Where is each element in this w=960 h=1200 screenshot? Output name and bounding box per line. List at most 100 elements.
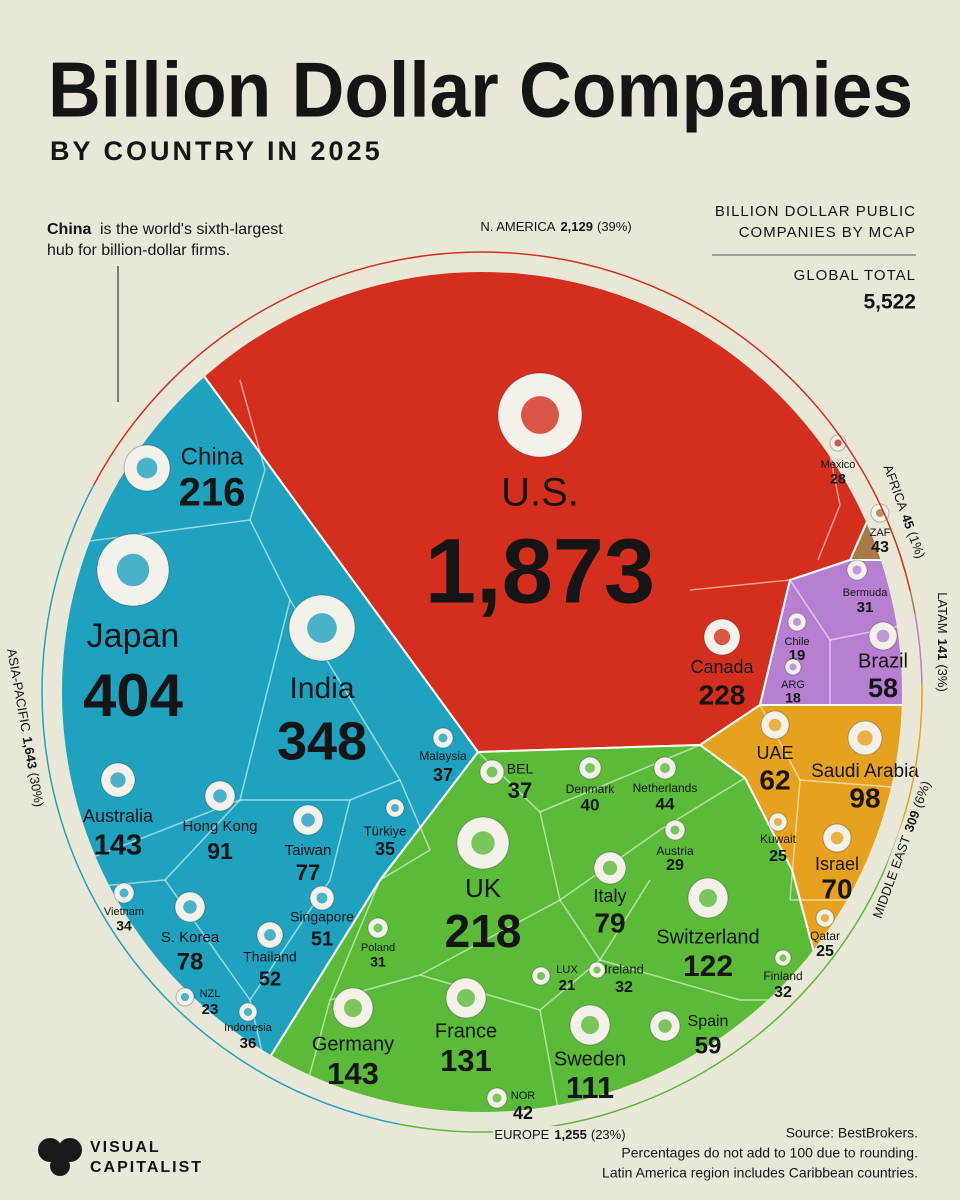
country-name: Thailand [243,949,297,965]
country-name: Singapore [290,909,354,925]
region-arc [398,835,899,1133]
total-label: GLOBAL TOTAL [794,267,916,284]
country-name: Malaysia [419,749,467,763]
country-flag-inner [660,763,670,773]
country-value: 62 [759,764,790,795]
country-value: 34 [116,918,132,934]
region-arc [92,251,912,592]
country-name: Australia [83,806,154,826]
country-value: 70 [821,873,852,904]
cell-border [249,799,351,1001]
country-value: 31 [370,954,386,970]
country-name: S. Korea [161,929,220,946]
country-name: Sweden [554,1048,626,1070]
country-value: 43 [871,539,889,556]
region-percent: (3%) [935,664,950,691]
country-name: U.S. [501,471,579,515]
country-flag-inner [457,989,475,1007]
region-percent: (39%) [597,219,632,234]
country-name: India [289,672,354,705]
region-percent: (30%) [26,771,47,808]
region-arc [909,591,916,614]
country-flag-inner [492,1093,502,1103]
region-value: 309 [902,809,924,835]
region-label: N. AMERICA 2,129 (39%) [480,219,631,234]
country-flag-inner [834,439,842,447]
country-value: 216 [179,471,246,515]
country-name: BEL [507,761,534,777]
country-flag-inner [699,889,717,907]
country-name: Netherlands [633,781,698,795]
country-name: ZAF [870,527,891,539]
country-flag-inner [852,565,862,575]
country-name: Saudi Arabia [811,761,919,782]
country-flag-inner [792,617,802,627]
region-label: EUROPE 1,255 (23%) [494,1127,625,1142]
country-name: Spain [688,1013,729,1030]
note: Latin America region includes Caribbean … [602,1165,918,1181]
country-value: 143 [327,1056,379,1091]
country-flag-inner [264,929,276,941]
country-flag-inner [180,992,190,1002]
cell-border [240,599,402,801]
region-arc [897,683,923,836]
country-flag-inner [875,508,885,518]
country-value: 32 [615,979,633,996]
country-name: Hong Kong [182,818,257,835]
country-value: 59 [695,1032,722,1059]
cell-border [62,519,291,871]
country-name: Japan [87,617,180,655]
country-flag-inner [116,553,150,587]
country-value: 37 [508,778,532,803]
country-flag-inner [438,733,448,743]
chart-title: Billion Dollar Companies [48,46,913,134]
country-name: Poland [361,942,395,954]
country-flag-inner [521,396,559,434]
brand: CAPITALIST [90,1159,203,1176]
country-value: 18 [785,690,801,706]
region-label-bg [868,777,938,923]
cell-border [799,779,902,791]
country-name: Italy [593,886,626,906]
logo [38,1138,82,1176]
country-flag-inner [344,999,362,1017]
country-name: NOR [511,1090,536,1102]
cell-border [539,1009,561,1112]
country-flag-inner [670,825,680,835]
cell-border [62,379,266,546]
chart-subtitle: BY COUNTRY IN 2025 [50,136,383,166]
country-flag-inner [779,954,787,962]
country-flag-inner [820,913,830,923]
total-value: 5,522 [863,291,916,314]
country-value: 28 [830,471,846,487]
region-value: 2,129 [560,219,593,234]
country-value: 77 [296,860,320,885]
country-name: Türkiye [364,823,407,838]
country-name: Mexico [821,459,856,471]
country-value: 98 [849,782,880,813]
country-value: 51 [311,928,333,950]
region-value: 1,643 [19,735,39,770]
country-name: Indonesia [224,1022,273,1034]
region-label-bg [931,590,951,694]
country-value: 23 [202,1001,219,1018]
country-flag-inner [307,613,337,643]
country-flag-inner [602,860,618,876]
country-name: LUX [556,964,578,976]
country-value: 25 [769,848,787,865]
country-flag-inner [213,789,227,803]
country-value: 348 [277,711,367,771]
region-label-bg [478,218,634,238]
country-flag-inner [768,718,782,732]
country-name: Qatar [810,929,840,943]
cell-border [379,779,431,881]
country-name: France [435,1020,497,1042]
country-value: 143 [94,830,142,862]
country-flag-inner [536,971,546,981]
annotation-line: is the world's sixth-largest [100,221,283,238]
country-flag-inner [585,763,595,773]
cell-border [559,777,746,901]
country-value: 404 [83,662,184,729]
country-value: 91 [207,838,233,864]
country-flag-inner [390,803,400,813]
